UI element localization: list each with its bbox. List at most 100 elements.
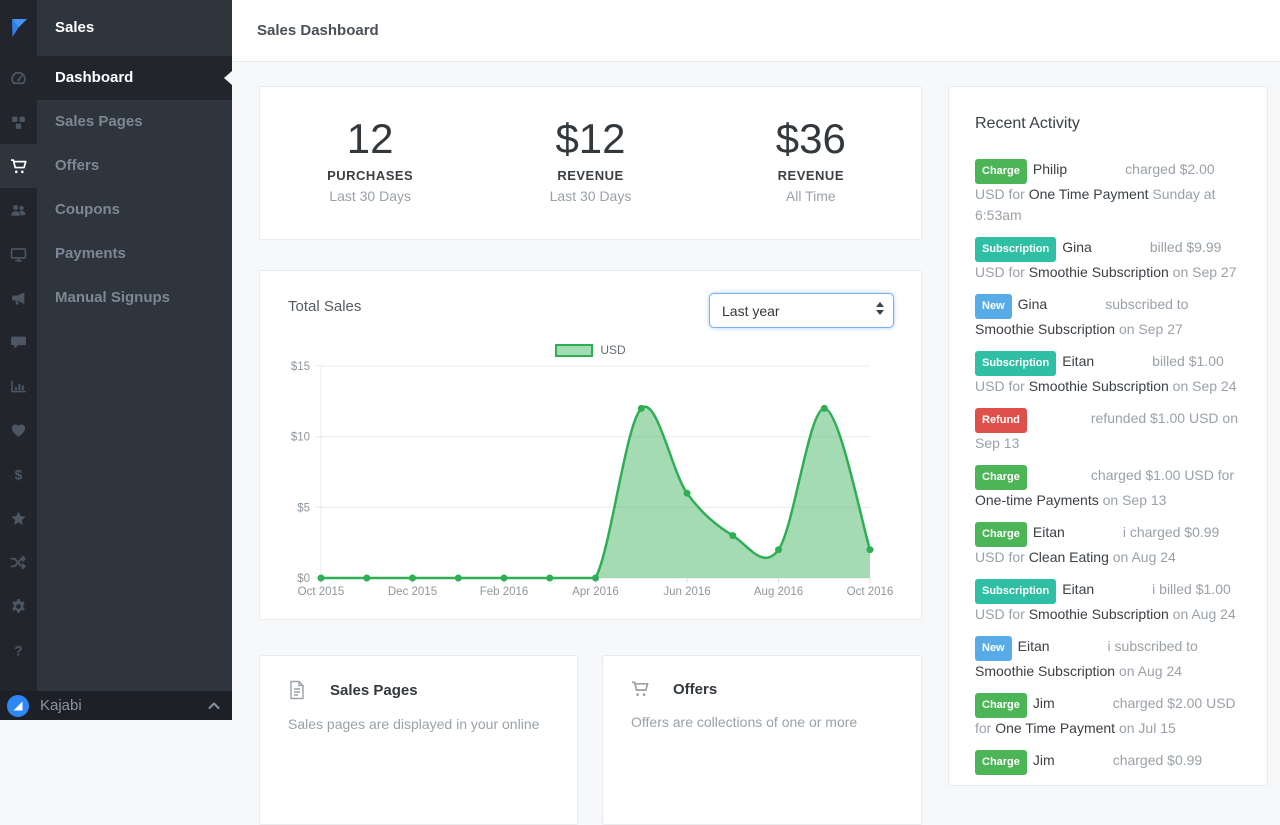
activity-badge-new: New [975, 294, 1012, 319]
stat-period: All Time [701, 188, 921, 204]
app-icon-rail: $? [0, 0, 37, 720]
sidebar-item-dashboard[interactable]: Dashboard [37, 56, 232, 100]
sidebar-item-sales-pages[interactable]: Sales Pages [37, 100, 232, 144]
activity-text: Smoothie Subscription [975, 321, 1115, 337]
activity-text: for [1008, 378, 1028, 394]
automations-icon[interactable] [0, 540, 37, 584]
activity-badge-subscription: Subscription [975, 579, 1056, 604]
customer-name-link[interactable]: Jim [1033, 752, 1055, 768]
activity-text: on Sep 13 [1099, 492, 1167, 508]
stat-period: Last 30 Days [480, 188, 700, 204]
sales-pages-card-description: Sales pages are displayed in your online [288, 714, 549, 734]
document-icon [288, 680, 306, 700]
activity-text: on Aug 24 [1115, 663, 1182, 679]
sidebar-item-offers[interactable]: Offers [37, 144, 232, 188]
activity-text: on Sep 24 [1169, 378, 1237, 394]
activity-text: charged $0.99 [1113, 752, 1203, 768]
chevron-up-icon[interactable] [206, 698, 222, 714]
activity-text: on Sep 27 [1169, 264, 1237, 280]
activity-badge-subscription: Subscription [975, 351, 1056, 376]
customer-name-link[interactable]: Gina [1018, 296, 1048, 312]
settings-icon[interactable] [0, 584, 37, 628]
customer-name-link[interactable]: Eitan [1062, 581, 1094, 597]
activity-text: charged $1.00 USD for [1091, 467, 1234, 483]
stat-label: REVENUE [480, 168, 700, 183]
svg-text:$15: $15 [291, 361, 310, 373]
customer-name-link[interactable]: Gina [1062, 239, 1092, 255]
activity-text: Smoothie Subscription [975, 663, 1115, 679]
analytics-icon[interactable] [0, 364, 37, 408]
stat-value: 12 [260, 115, 480, 163]
menu-section-title: Sales [37, 0, 232, 56]
legend-swatch-usd [555, 344, 593, 357]
help-icon[interactable]: ? [0, 628, 37, 672]
stat-label: REVENUE [701, 168, 921, 183]
dashboard-icon[interactable] [0, 56, 37, 100]
offers-card[interactable]: Offers Offers are collections of one or … [602, 655, 922, 825]
recent-activity-title: Recent Activity [975, 115, 1241, 133]
activity-text: i subscribed to [1108, 638, 1198, 654]
stat-value: $12 [480, 115, 700, 163]
activity-badge-charge: Charge [975, 750, 1027, 775]
reviews-icon[interactable] [0, 496, 37, 540]
activity-item: Charge charged $1.00 USD for One-time Pay… [975, 465, 1241, 511]
sidebar-item-label: Payments [55, 245, 126, 262]
stat-label: PURCHASES [260, 168, 480, 183]
sidebar-item-payments[interactable]: Payments [37, 232, 232, 276]
people-icon[interactable] [0, 188, 37, 232]
activity-item: New Eitan i subscribed to Smoothie Subscri… [975, 636, 1241, 682]
activity-text: Smoothie Subscription [1029, 606, 1169, 622]
kajabi-footer[interactable]: Kajabi [0, 691, 232, 720]
sidebar-item-label: Sales Pages [55, 113, 143, 130]
customer-name-link[interactable]: Eitan [1018, 638, 1050, 654]
activity-text: One-time Payments [975, 492, 1099, 508]
stat-purchases-last-30-days: 12 PURCHASES Last 30 Days [260, 115, 480, 239]
comments-icon[interactable] [0, 320, 37, 364]
customer-name-link[interactable]: Eitan [1062, 353, 1094, 369]
select-stepper-icon [876, 302, 884, 315]
customer-name-link[interactable]: Jim [1033, 695, 1055, 711]
cart-icon [631, 680, 649, 698]
legend-label: USD [600, 343, 625, 357]
activity-badge-refund: Refund [975, 408, 1027, 433]
customer-name-link[interactable]: Eitan [1033, 524, 1065, 540]
sidebar-item-coupons[interactable]: Coupons [37, 188, 232, 232]
svg-text:Oct 2015: Oct 2015 [298, 586, 345, 598]
sales-pages-card[interactable]: Sales Pages Sales pages are displayed in… [259, 655, 578, 825]
products-icon[interactable] [0, 100, 37, 144]
activity-item: Charge Jim charged $0.99 [975, 750, 1241, 775]
activity-badge-new: New [975, 636, 1012, 661]
likes-icon[interactable] [0, 408, 37, 452]
svg-text:?: ? [14, 642, 22, 658]
sidebar-item-label: Dashboard [55, 69, 133, 86]
activity-text: subscribed to [1105, 296, 1188, 312]
marketing-icon[interactable] [0, 276, 37, 320]
chart-legend: USD [260, 343, 921, 357]
website-icon[interactable] [0, 232, 37, 276]
kajabi-logo[interactable] [0, 0, 37, 56]
activity-badge-charge: Charge [975, 465, 1027, 490]
sidebar-item-manual-signups[interactable]: Manual Signups [37, 276, 232, 320]
sales-menu: Sales Dashboard Sales Pages Offers Coupons P… [37, 0, 232, 720]
stat-period: Last 30 Days [260, 188, 480, 204]
sidebar-item-label: Manual Signups [55, 289, 170, 306]
date-range-select[interactable]: Last year [709, 293, 894, 328]
activity-badge-subscription: Subscription [975, 237, 1056, 262]
svg-text:Dec 2015: Dec 2015 [388, 586, 437, 598]
date-range-value: Last year [722, 303, 780, 319]
revenue-icon[interactable]: $ [0, 452, 37, 496]
sales-pages-card-title: Sales Pages [330, 682, 418, 699]
activity-text: on Aug 24 [1109, 549, 1176, 565]
sales-cart-icon[interactable] [0, 144, 37, 188]
activity-item: New Gina subscribed to Smoothie Subscripti… [975, 294, 1241, 340]
customer-name-link[interactable]: Philip [1033, 161, 1067, 177]
svg-text:Apr 2016: Apr 2016 [572, 586, 619, 598]
sidebar-item-label: Coupons [55, 201, 120, 218]
svg-text:Aug 2016: Aug 2016 [754, 586, 803, 598]
